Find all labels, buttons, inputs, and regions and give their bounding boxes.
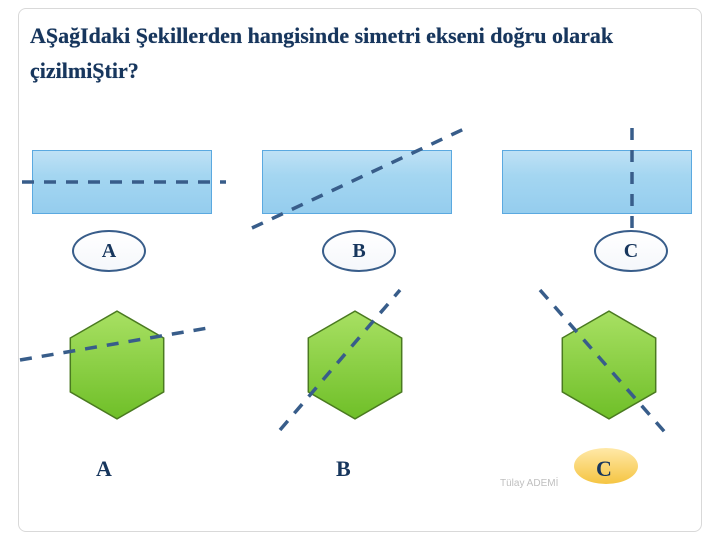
hex-option-label-c[interactable]: C [596, 456, 612, 482]
author-credit: Tülay ADEMİ [500, 478, 558, 489]
hex-option-label-b[interactable]: B [336, 456, 351, 482]
option-oval-b[interactable]: B [322, 230, 396, 272]
rectangle-b [262, 150, 452, 214]
option-oval-c[interactable]: C [594, 230, 668, 272]
hex-option-label-a[interactable]: A [96, 456, 112, 482]
question-text: AŞağIdaki Şekillerden hangisinde simetri… [30, 18, 690, 88]
option-oval-a[interactable]: A [72, 230, 146, 272]
rectangle-c [502, 150, 692, 214]
hexagon-a [62, 310, 172, 420]
rectangle-a [32, 150, 212, 214]
hexagon-b [300, 310, 410, 420]
hexagon-c [554, 310, 664, 420]
